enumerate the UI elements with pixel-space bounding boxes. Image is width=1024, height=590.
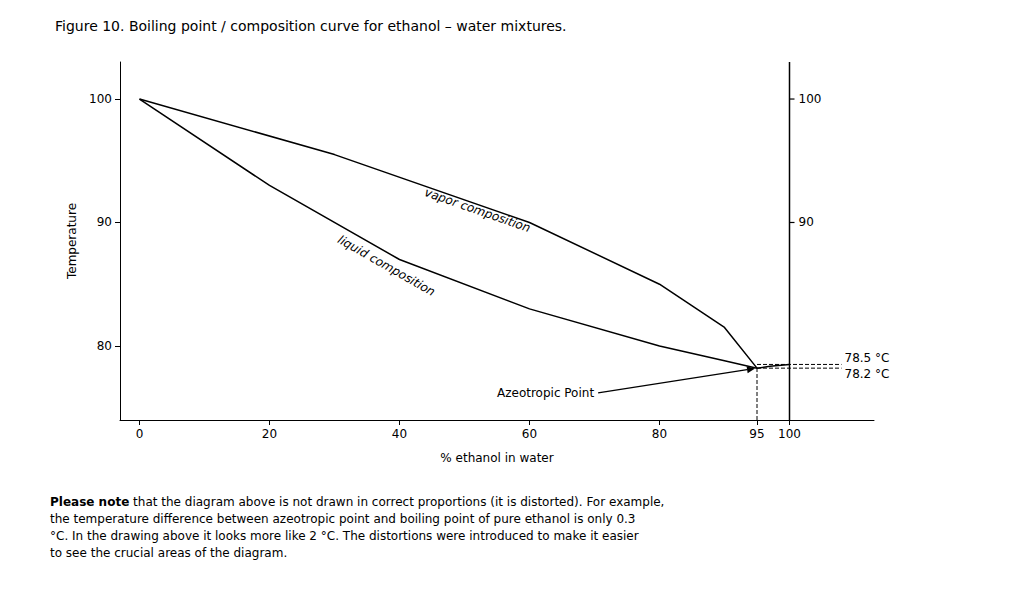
svg-text:Figure 10. Boiling point / com: Figure 10. Boiling point / composition c…: [55, 18, 567, 34]
svg-text:90: 90: [799, 215, 814, 229]
svg-text:60: 60: [522, 427, 537, 441]
svg-text:78.5 °C: 78.5 °C: [845, 351, 890, 365]
svg-text:that the diagram above is not: that the diagram above is not drawn in c…: [129, 495, 664, 509]
svg-text:78.2 °C: 78.2 °C: [845, 367, 890, 381]
svg-text:20: 20: [262, 427, 277, 441]
svg-text:Temperature: Temperature: [65, 203, 79, 280]
svg-text:°C. In the drawing above it lo: °C. In the drawing above it looks more l…: [50, 529, 639, 543]
svg-text:liquid composition: liquid composition: [335, 232, 437, 299]
svg-text:Please note: Please note: [50, 495, 129, 509]
svg-text:Azeotropic Point: Azeotropic Point: [497, 386, 594, 400]
svg-text:40: 40: [392, 427, 407, 441]
svg-text:95: 95: [749, 427, 764, 441]
svg-text:to see the crucial areas of th: to see the crucial areas of the diagram.: [50, 546, 287, 560]
svg-text:80: 80: [652, 427, 667, 441]
svg-text:vapor composition: vapor composition: [423, 185, 533, 235]
svg-text:100: 100: [89, 92, 112, 106]
svg-text:100: 100: [778, 427, 801, 441]
svg-text:% ethanol in water: % ethanol in water: [440, 451, 553, 465]
svg-text:0: 0: [136, 427, 144, 441]
svg-text:100: 100: [799, 92, 822, 106]
svg-text:80: 80: [97, 339, 112, 353]
svg-text:90: 90: [97, 215, 112, 229]
svg-text:the temperature difference bet: the temperature difference between azeot…: [50, 512, 636, 526]
